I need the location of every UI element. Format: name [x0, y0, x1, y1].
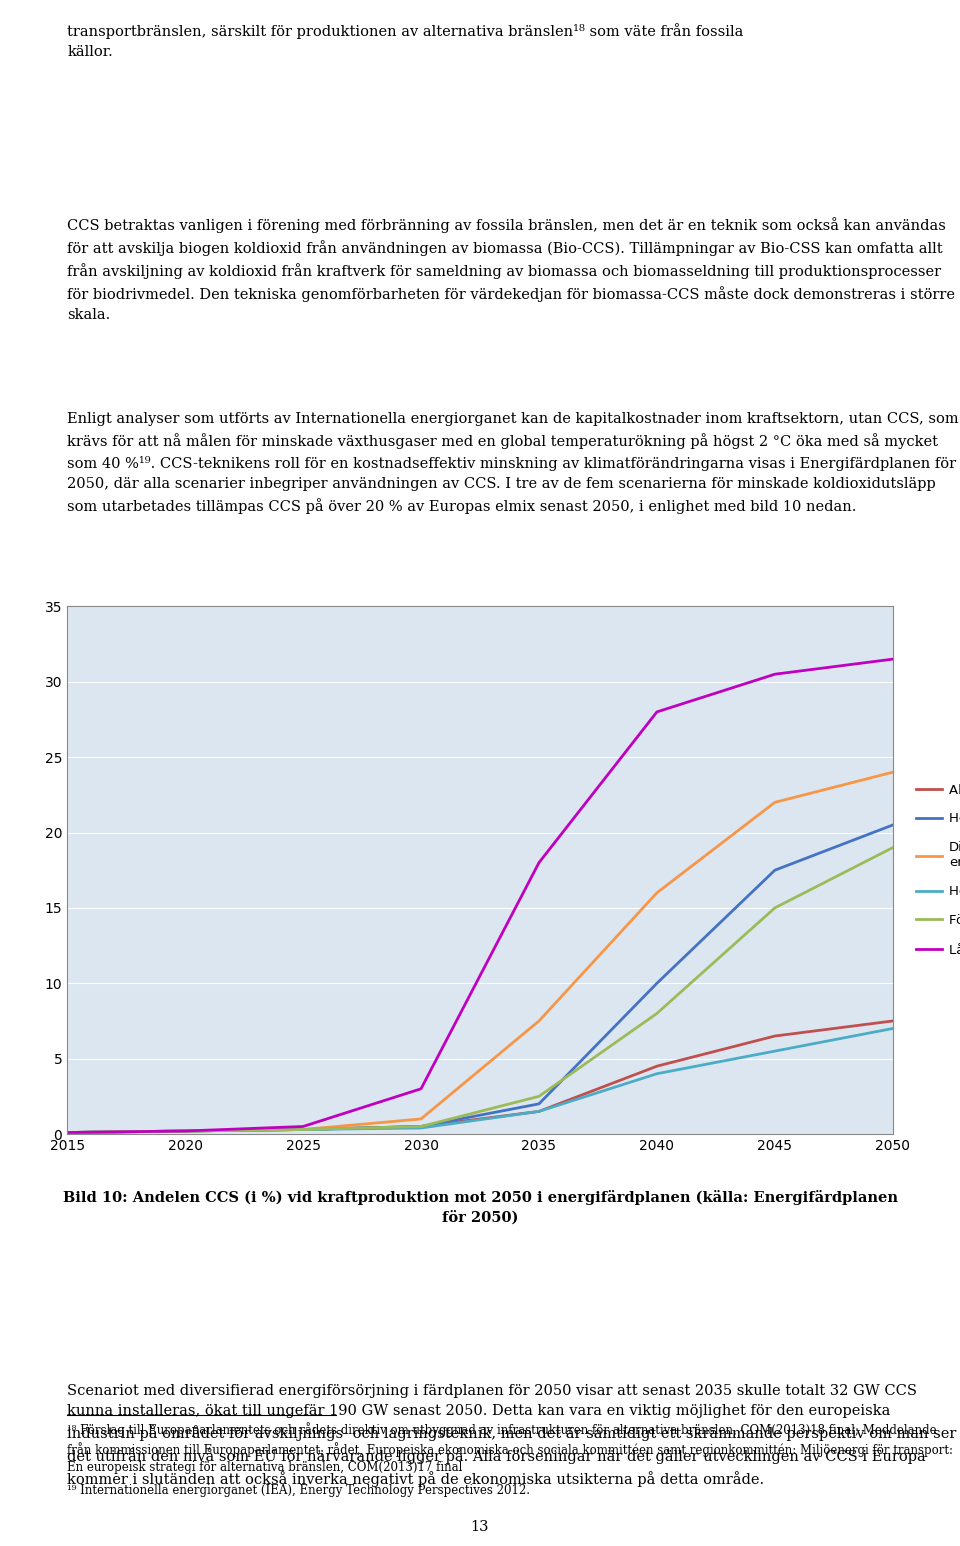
Text: Scenariot med diversifierad energiförsörjning i färdplanen för 2050 visar att se: Scenariot med diversifierad energiförsör…: [67, 1384, 956, 1487]
Text: CCS betraktas vanligen i förening med förbränning av fossila bränslen, men det ä: CCS betraktas vanligen i förening med fö…: [67, 218, 955, 323]
Text: transportbränslen, särskilt för produktionen av alternativa bränslen¹⁸ som väte : transportbränslen, särskilt för produkti…: [67, 23, 744, 59]
Text: ¹⁸ Förslag till Europaparlamentets och rådets direktiv om utbyggnad av infrastru: ¹⁸ Förslag till Europaparlamentets och r…: [67, 1422, 953, 1473]
Text: Enligt analyser som utförts av Internationella energiorganet kan de kapitalkostn: Enligt analyser som utförts av Internati…: [67, 411, 959, 513]
Text: 13: 13: [470, 1520, 490, 1534]
Text: ¹⁹ Internationella energiorganet (IEA), Energy Technology Perspectives 2012.: ¹⁹ Internationella energiorganet (IEA), …: [67, 1484, 530, 1497]
Legend: Aktuella initiativ, Hög energieffektivitet, Diversifierad
energiförsörjning, Hög: Aktuella initiativ, Hög energieffektivit…: [916, 784, 960, 957]
Text: Bild 10: Andelen CCS (i %) vid kraftproduktion mot 2050 i energifärdplanen (käll: Bild 10: Andelen CCS (i %) vid kraftprod…: [62, 1189, 898, 1224]
